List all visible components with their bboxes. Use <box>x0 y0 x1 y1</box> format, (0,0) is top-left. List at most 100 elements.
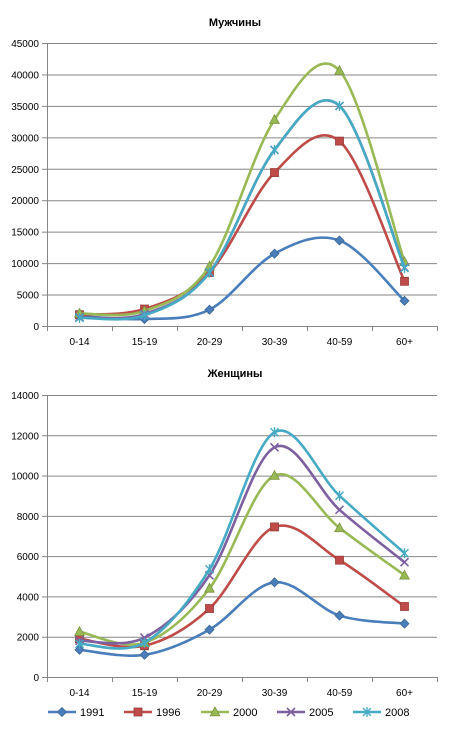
chart-1: Мужчины 0 5000 10000 15000 20000 25000 30000 350… <box>11 17 438 348</box>
data-point <box>335 555 344 565</box>
data-point <box>399 557 410 567</box>
data-point <box>205 564 214 575</box>
x-tick-label: 30-39 <box>262 337 288 348</box>
legend-label: 2008 <box>385 707 409 719</box>
y-tick-label: 0 <box>33 673 39 684</box>
x-tick-label: 60+ <box>396 688 413 699</box>
x-tick-label: 30-39 <box>262 688 288 699</box>
legend-marker <box>362 707 372 717</box>
legend-item: 1996 <box>124 707 180 719</box>
legend-label: 2005 <box>309 707 333 719</box>
y-tick-label: 10000 <box>11 259 39 270</box>
data-point <box>270 168 279 177</box>
x-tick-label: 20-29 <box>197 337 223 348</box>
legend-marker <box>209 706 221 717</box>
data-point <box>205 267 214 278</box>
series-line <box>78 524 406 649</box>
series-1991 <box>74 235 410 325</box>
legend-marker <box>133 707 143 717</box>
data-point <box>334 522 345 533</box>
data-point <box>334 505 345 515</box>
legend-label: 1991 <box>80 707 104 719</box>
y-tick-label: 45000 <box>11 39 39 50</box>
series-2008 <box>75 427 409 650</box>
data-point <box>74 644 85 655</box>
data-point <box>334 235 345 246</box>
data-point <box>269 577 280 588</box>
data-point <box>140 637 149 648</box>
x-tick-label: 40-59 <box>327 337 353 348</box>
data-point <box>334 64 345 75</box>
y-tick-label: 2000 <box>17 633 40 644</box>
series-line <box>78 134 406 316</box>
data-point <box>399 569 410 580</box>
legend-marker <box>286 707 296 717</box>
legend-item: 2005 <box>277 707 333 719</box>
legend-marker <box>56 706 68 718</box>
y-tick-label: 20000 <box>11 196 39 207</box>
legend-label: 1996 <box>156 707 180 719</box>
legend-item: 2008 <box>353 707 409 719</box>
y-tick-label: 40000 <box>11 70 39 81</box>
x-tick-label: 20-29 <box>197 688 223 699</box>
legend: 1991 1996 2000 2005 2008 <box>48 706 409 719</box>
y-tick-label: 12000 <box>11 431 39 442</box>
series-line <box>78 581 406 657</box>
x-tick-label: 40-59 <box>327 688 353 699</box>
y-tick-label: 35000 <box>11 102 39 113</box>
x-tick-label: 0-14 <box>69 337 89 348</box>
chart-title: Женщины <box>207 368 263 380</box>
data-point <box>400 602 409 611</box>
data-point <box>399 618 410 629</box>
y-tick-label: 0 <box>33 322 39 333</box>
data-point <box>335 490 344 501</box>
x-tick-label: 15-19 <box>132 337 158 348</box>
data-point <box>269 469 280 480</box>
y-tick-label: 4000 <box>17 592 40 603</box>
data-point <box>204 304 215 315</box>
data-point <box>335 136 344 146</box>
data-point <box>269 113 280 124</box>
legend-label: 2000 <box>233 707 257 719</box>
series-2005 <box>74 442 410 646</box>
data-point <box>205 604 214 613</box>
y-tick-label: 8000 <box>17 512 40 523</box>
y-tick-label: 5000 <box>17 291 40 302</box>
data-point <box>270 427 279 438</box>
data-point <box>400 276 409 286</box>
data-point <box>270 522 279 532</box>
data-point <box>269 442 280 452</box>
legend-item: 2000 <box>201 706 257 719</box>
x-tick-label: 15-19 <box>132 688 158 699</box>
y-tick-label: 10000 <box>11 472 39 483</box>
series-1996 <box>75 134 409 320</box>
data-point <box>139 649 150 660</box>
y-tick-label: 15000 <box>11 228 39 239</box>
data-point <box>335 100 344 111</box>
data-point <box>75 638 84 649</box>
series-line <box>78 62 406 317</box>
chart-2: Женщины 0 2000 4000 6000 8000 10000 12000 14000 0… <box>11 368 438 719</box>
data-point <box>140 310 149 321</box>
data-point <box>75 312 84 323</box>
legend-item: 1991 <box>48 706 104 719</box>
data-point <box>400 548 409 559</box>
chart-title: Мужчины <box>209 17 261 29</box>
series-line <box>78 236 406 321</box>
y-tick-label: 25000 <box>11 165 39 176</box>
data-point <box>269 248 280 259</box>
y-tick-label: 14000 <box>11 391 39 402</box>
series-2008 <box>75 98 409 323</box>
data-point <box>270 144 279 155</box>
data-point <box>400 263 409 274</box>
data-point <box>74 625 85 636</box>
y-tick-label: 30000 <box>11 133 39 144</box>
series-1991 <box>74 577 410 660</box>
y-tick-label: 6000 <box>17 552 40 563</box>
series-line <box>78 444 406 645</box>
series-2000 <box>74 62 410 318</box>
x-tick-label: 0-14 <box>69 688 89 699</box>
data-point <box>204 624 215 635</box>
series-line <box>78 98 406 321</box>
